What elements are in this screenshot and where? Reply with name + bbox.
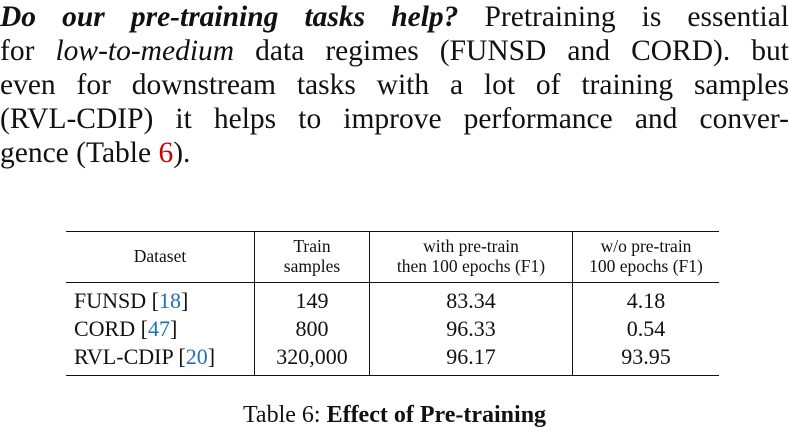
paragraph-line-5: gence (Table 6). (0, 136, 789, 170)
paragraph-line-2-text: data regimes (FUNSD and CORD). but (234, 35, 789, 67)
paragraph-italic-phrase: low-to-medium (55, 35, 235, 67)
table-row: RVL-CDIP [20] 320,000 96.17 93.95 (66, 343, 719, 376)
row-dataset: RVL-CDIP [20] (66, 343, 255, 376)
header-with-pretrain: with pre-train then 100 epochs (F1) (369, 231, 573, 283)
citation-link[interactable]: 20 (185, 344, 208, 369)
caption-title: Effect of Pre-training (326, 402, 547, 428)
row-dataset: FUNSD [18] (66, 282, 255, 315)
row-samples: 800 (254, 315, 370, 343)
row-with-pretrain: 96.33 (369, 315, 573, 343)
caption-label: Table 6: (242, 402, 327, 428)
row-without-pretrain: 4.18 (626, 288, 666, 313)
dataset-name: CORD (74, 316, 136, 341)
paragraph-lead: Do our pre-training tasks help? (0, 1, 459, 33)
paragraph-line-1-text: Pretraining is essential (458, 1, 789, 33)
header-wo-line-1: w/o pre-train (600, 236, 692, 256)
dataset-name: RVL-CDIP (74, 344, 173, 369)
table-row: FUNSD [18] 149 83.34 4.18 (66, 282, 719, 315)
header-train-samples: Train samples (254, 231, 370, 283)
table-reference-link[interactable]: 6 (158, 137, 174, 169)
paragraph-line-2-pre: for (0, 35, 56, 67)
paragraph-line-2: for low-to-medium data regimes (FUNSD an… (0, 34, 789, 68)
paragraph-line-1: Do our pre-training tasks help? Pretrain… (0, 0, 789, 34)
header-with-line-2: then 100 epochs (F1) (396, 256, 546, 276)
row-dataset: CORD [47] (66, 315, 255, 343)
results-table: Dataset Train samples with pre-train then … (66, 231, 719, 376)
header-without-pretrain: w/o pre-train 100 epochs (F1) (572, 231, 719, 283)
table-caption: Table 6: Effect of Pre-training (0, 400, 789, 430)
paragraph-line-5-pre: gence (Table (0, 137, 159, 169)
body-paragraph: Do our pre-training tasks help? Pretrain… (0, 0, 789, 170)
dataset-name: FUNSD (74, 288, 147, 313)
paragraph-line-3: even for downstream tasks with a lot of … (0, 69, 789, 101)
row-with-pretrain: 96.17 (369, 343, 573, 376)
citation-link[interactable]: 47 (147, 316, 170, 341)
row-with-pretrain: 83.34 (369, 282, 573, 315)
header-with-line-1: with pre-train (423, 236, 519, 256)
row-without-pretrain: 0.54 (626, 316, 666, 341)
row-samples: 320,000 (254, 343, 370, 376)
row-samples: 149 (254, 282, 370, 315)
header-train-line-1: Train (293, 236, 331, 256)
paragraph-line-5-post: ). (173, 137, 191, 169)
header-train-line-2: samples (283, 256, 341, 276)
table-header-row: Dataset Train samples with pre-train then … (66, 231, 719, 283)
header-dataset: Dataset (66, 231, 255, 283)
citation-link[interactable]: 18 (158, 288, 181, 313)
header-wo-line-2: 100 epochs (F1) (589, 256, 703, 276)
row-without-pretrain: 93.95 (572, 343, 719, 376)
paragraph-line-4: (RVL-CDIP) it helps to improve performan… (0, 103, 789, 135)
table-row: CORD [47] 800 96.33 0.54 (66, 315, 719, 343)
